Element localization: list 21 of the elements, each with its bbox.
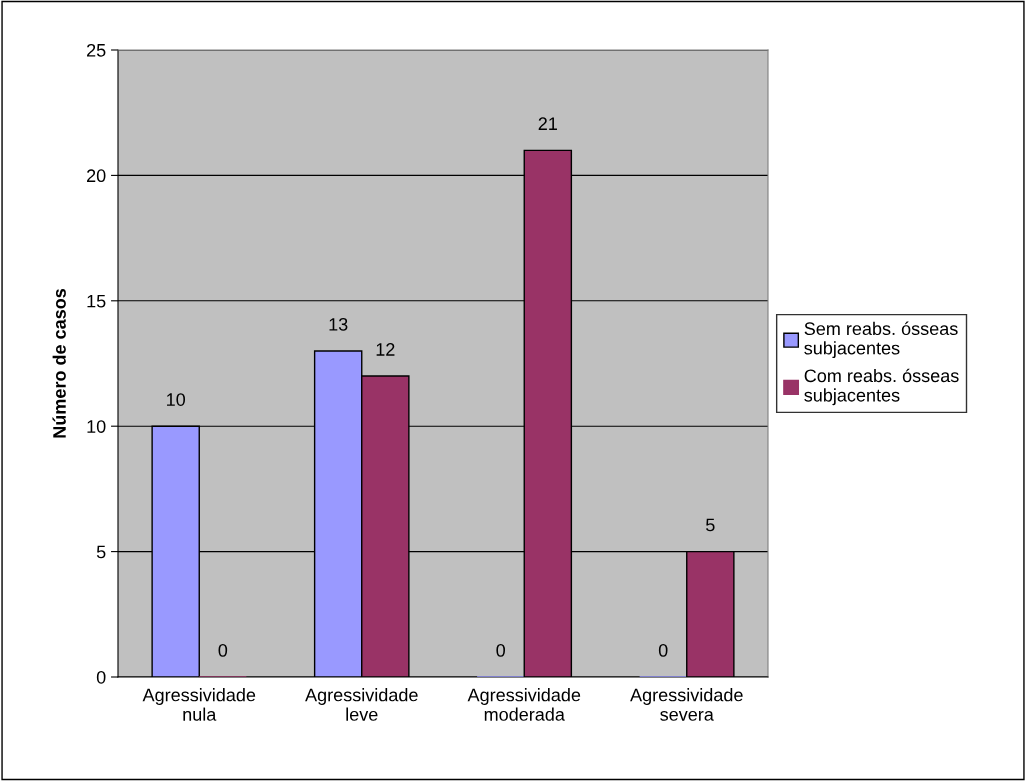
legend-label: Com reabs. ósseas subjacentes (804, 368, 959, 406)
y-tick-label: 15 (87, 294, 106, 308)
y-tick-label: 10 (87, 420, 106, 433)
data-label: 10 (167, 393, 186, 406)
y-tick-label: 5 (96, 545, 106, 559)
data-label: 13 (329, 317, 348, 331)
x-tick-label: Agressividade nula (142, 688, 256, 721)
x-tick-label: Agressividade leve (305, 688, 418, 721)
data-label: 12 (376, 343, 395, 356)
x-tick-label: Agressividade severa (630, 688, 743, 721)
data-label: 0 (658, 643, 668, 657)
data-label: 0 (496, 643, 505, 657)
data-label: 0 (218, 643, 228, 657)
y-tick-label: 20 (87, 169, 106, 183)
y-axis-title: Número de casos (52, 288, 66, 438)
data-label: 21 (538, 117, 557, 130)
data-label: 5 (706, 518, 715, 532)
x-tick-label: Agressividade moderada (467, 688, 581, 721)
y-tick-label: 0 (96, 670, 106, 684)
y-tick-label: 25 (87, 43, 106, 57)
legend-label: Sem reabs. ósseas subjacentes (804, 321, 958, 359)
